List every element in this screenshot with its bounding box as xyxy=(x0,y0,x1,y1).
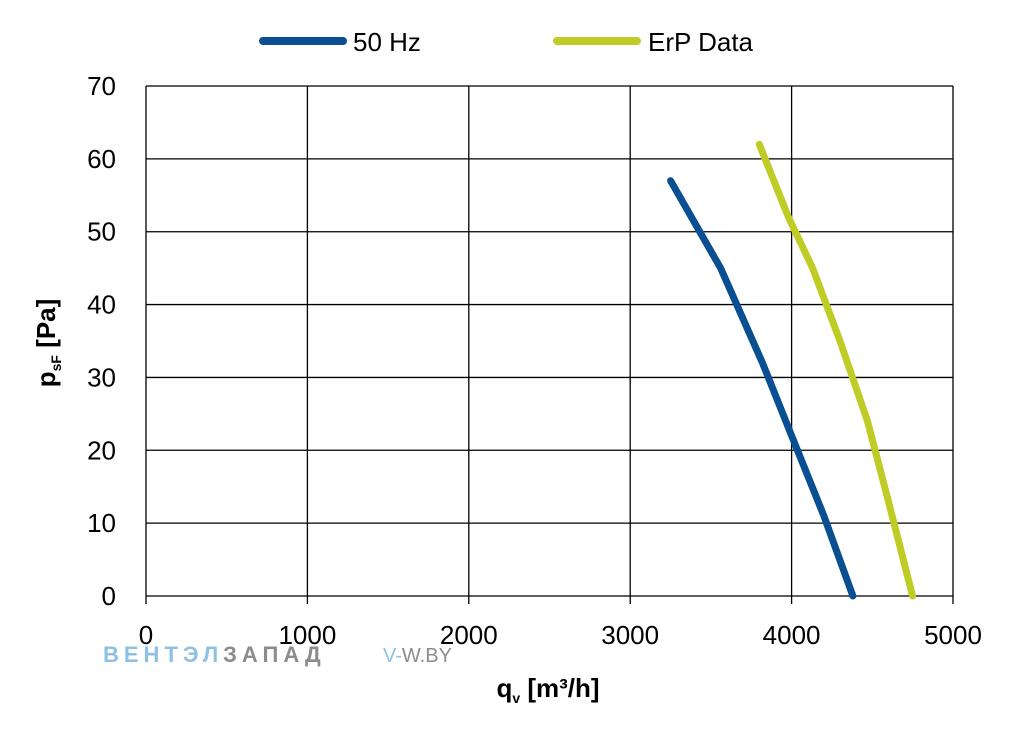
x-axis-label-rest: [m³/h] xyxy=(520,673,599,703)
watermark-site-rest: W.BY xyxy=(402,645,452,667)
series-line-0 xyxy=(667,177,857,600)
svg-text:ВЕНТЭЛЗАПАД: ВЕНТЭЛЗАПАД xyxy=(103,642,326,667)
y-axis-label-sub: sF xyxy=(48,355,64,372)
y-tick-label: 30 xyxy=(87,362,116,392)
legend-label-erp: ErP Data xyxy=(648,27,754,57)
y-axis-label: psF [Pa] xyxy=(31,299,64,388)
grid xyxy=(145,85,954,604)
legend: 50 Hz ErP Data xyxy=(259,27,754,57)
x-tick-label: 5000 xyxy=(924,620,982,650)
x-tick-label: 1000 xyxy=(278,620,336,650)
y-tick-label: 70 xyxy=(87,71,116,101)
x-tick-label: 4000 xyxy=(763,620,821,650)
watermark-site-prefix: V- xyxy=(383,645,402,667)
legend-label-50hz: 50 Hz xyxy=(353,27,421,57)
y-tick-label: 20 xyxy=(87,435,116,465)
y-tick-label: 60 xyxy=(87,144,116,174)
x-tick-label: 3000 xyxy=(601,620,659,650)
series-lines xyxy=(667,140,917,600)
x-axis-label-main: q xyxy=(496,673,512,703)
y-axis-label-main: p xyxy=(31,371,61,387)
watermark: ВЕНТЭЛЗАПАД V-W.BY xyxy=(103,642,452,667)
series-line-1 xyxy=(755,140,917,600)
watermark-part1: ВЕНТЭЛ xyxy=(103,642,223,667)
y-tick-label: 0 xyxy=(102,581,116,611)
watermark-part2: ЗАПАД xyxy=(223,642,326,667)
y-axis-label-rest: [Pa] xyxy=(31,299,61,355)
x-tick-label: 0 xyxy=(139,620,153,650)
x-axis-label: qv [m³/h] xyxy=(496,673,599,706)
x-axis-label-sub: v xyxy=(512,690,520,706)
y-tick-label: 10 xyxy=(87,508,116,538)
x-tick-label: 2000 xyxy=(440,620,498,650)
x-tick-labels: 0 1000 2000 3000 4000 5000 xyxy=(139,620,982,650)
y-tick-label: 50 xyxy=(87,217,116,247)
y-tick-labels: 0 10 20 30 40 50 60 70 xyxy=(87,71,116,611)
svg-text:V-W.BY: V-W.BY xyxy=(383,645,452,667)
y-tick-label: 40 xyxy=(87,290,116,320)
